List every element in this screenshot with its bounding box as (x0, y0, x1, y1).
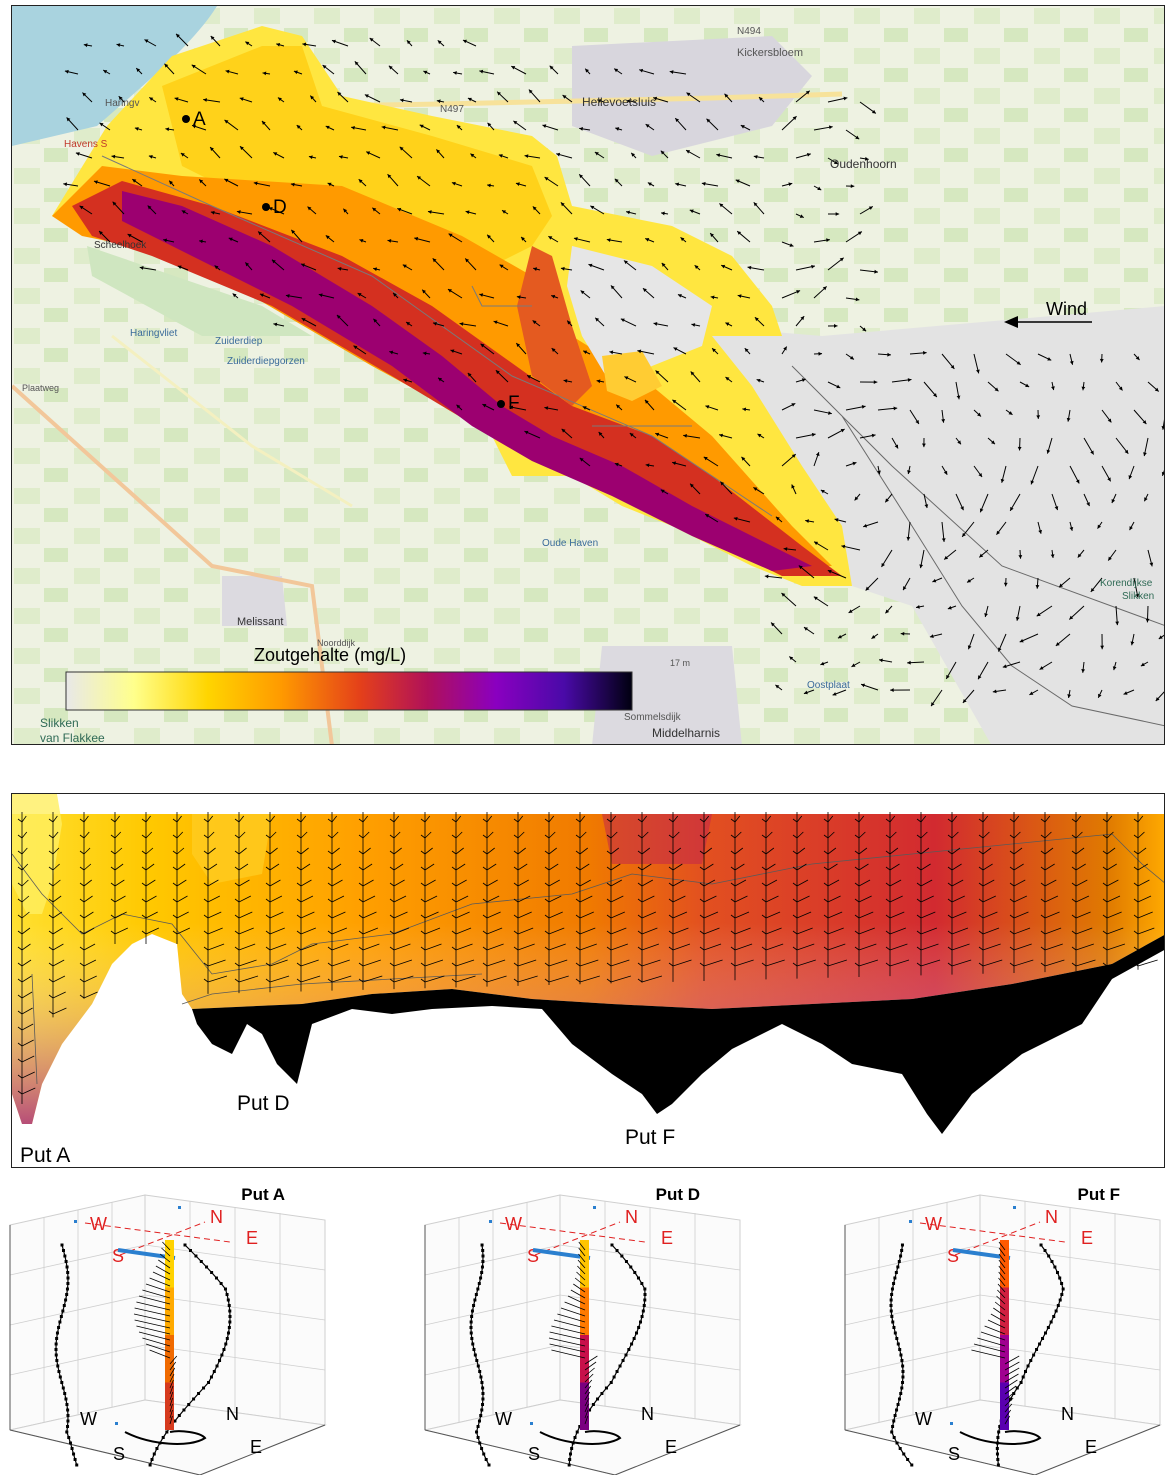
axis-e: E (1085, 1437, 1097, 1457)
point-a-marker (182, 115, 190, 123)
label-havens: Havens S (64, 139, 108, 150)
section-label-put-f: Put F (625, 1126, 675, 1149)
point-d-marker (262, 203, 270, 211)
axis-e: E (250, 1437, 262, 1457)
axis-w: W (915, 1409, 932, 1429)
colorbar-label: Zoutgehalte (mg/L) (254, 645, 406, 665)
label-n497: N497 (440, 104, 464, 115)
colorbar-gradient (66, 672, 632, 710)
point-f-marker (497, 400, 505, 408)
axis-w: W (80, 1409, 97, 1429)
label-haringvliet: Haringvliet (130, 328, 177, 339)
point-f-label: F (508, 393, 520, 414)
compass-n: N (625, 1207, 638, 1227)
axis-n: N (226, 1404, 239, 1424)
label-slikken-van: Slikken (40, 716, 79, 730)
axis-n: N (641, 1404, 654, 1424)
map-canvas: Kickersbloem N494 N497 Hellevoetsluis Ou… (12, 6, 1165, 745)
axis-n: N (1061, 1404, 1074, 1424)
compass-e: E (246, 1228, 258, 1248)
label-oostplaat: Oostplaat (807, 680, 850, 691)
point-d-label: D (273, 197, 287, 218)
compass-e: E (1081, 1228, 1093, 1248)
label-plaatweg: Plaatweg (22, 383, 59, 393)
compass-w: W (505, 1214, 522, 1234)
compass-n: N (210, 1207, 223, 1227)
label-middelharnis: Middelharnis (652, 726, 720, 740)
salinity-column (1000, 1240, 1009, 1430)
axis-s: S (948, 1444, 960, 1464)
point-a-label: A (193, 109, 206, 130)
axis-s: S (113, 1444, 125, 1464)
label-sommelsdijk: Sommelsdijk (624, 712, 682, 723)
label-korendijkse: Korendijkse (1100, 578, 1153, 589)
label-melissant: Melissant (237, 616, 283, 628)
label-slikken-east: Slikken (1122, 591, 1154, 602)
label-kickersbloem: Kickersbloem (737, 47, 803, 59)
compass-w: W (90, 1214, 107, 1234)
compass-e: E (661, 1228, 673, 1248)
salinity-map: Kickersbloem N494 N497 Hellevoetsluis Ou… (11, 5, 1165, 745)
label-haringvliet-north: Haringv (105, 98, 139, 109)
cross-section-canvas: Put A Put D Put F (12, 794, 1165, 1168)
cross-section-panel: Put A Put D Put F (11, 793, 1165, 1168)
compass-w: W (925, 1214, 942, 1234)
section-salt-surface-f (602, 814, 712, 864)
label-scheelhoek: Scheelhoek (94, 240, 147, 251)
label-zuiderdiep: Zuiderdiep (215, 336, 263, 347)
label-van-flakkee: van Flakkee (40, 731, 105, 745)
salinity-column (165, 1240, 174, 1430)
label-n494: N494 (737, 26, 761, 37)
compass-n: N (1045, 1207, 1058, 1227)
label-hellevoetsluis: Hellevoetsluis (582, 95, 656, 109)
axis-e: E (665, 1437, 677, 1457)
profile-title: Put F (1078, 1185, 1121, 1204)
profile-title: Put D (656, 1185, 700, 1204)
section-label-put-a: Put A (20, 1144, 70, 1167)
profile-title: Put A (241, 1185, 285, 1204)
label-depth: 17 m (670, 658, 690, 668)
axis-s: S (528, 1444, 540, 1464)
axis-w: W (495, 1409, 512, 1429)
label-oudenhoorn: Oudenhoorn (830, 157, 897, 171)
label-zuiderdiepgorzen: Zuiderdiepgorzen (227, 356, 305, 367)
wind-label: Wind (1046, 299, 1087, 319)
section-label-put-d: Put D (237, 1092, 290, 1115)
label-oude-haven: Oude Haven (542, 538, 598, 549)
